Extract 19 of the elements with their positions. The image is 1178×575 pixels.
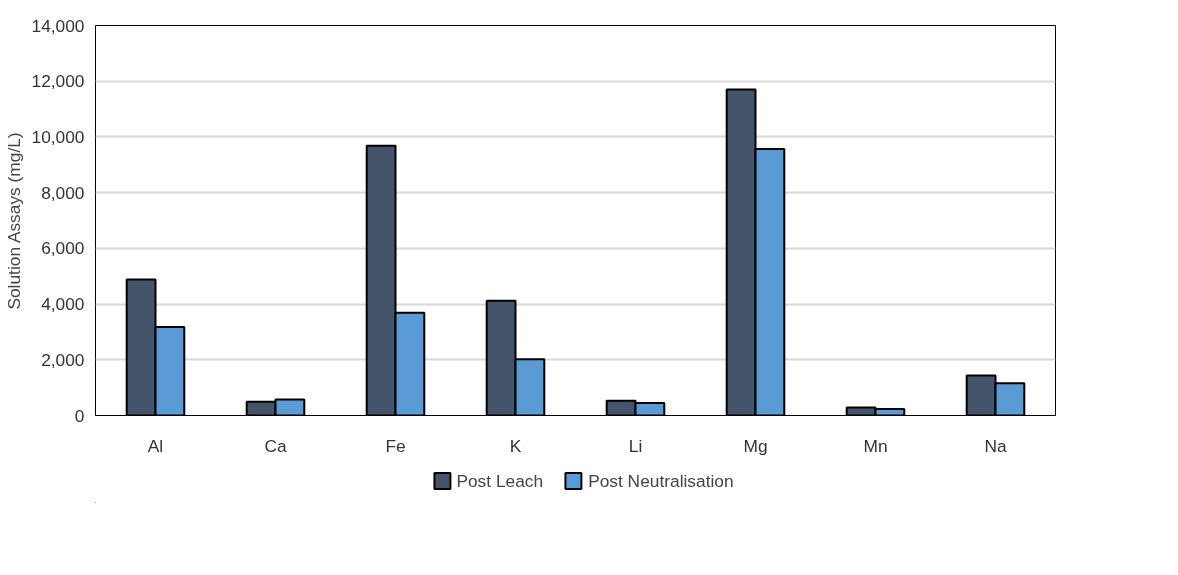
y-tick-label: 10,000 — [31, 126, 85, 147]
x-tick-label: Mn — [863, 435, 888, 456]
y-tick-label: 14,000 — [31, 15, 85, 36]
y-tick-label: 6,000 — [41, 238, 85, 259]
y-tick-label: 12,000 — [31, 71, 85, 92]
x-tick-label: Ca — [264, 435, 287, 456]
y-tick-label: 2,000 — [41, 349, 85, 370]
y-axis-title: Solution Assays (mg/L) — [3, 132, 24, 310]
x-tick-label: K — [509, 435, 522, 456]
legend-label: Post Neutralisation — [588, 470, 734, 491]
y-tick-label: 4,000 — [41, 294, 85, 315]
x-tick-label: Li — [628, 435, 643, 456]
legend-label: Post Leach — [456, 470, 544, 491]
y-tick-label: 0 — [74, 405, 85, 426]
y-tick-label: 8,000 — [41, 182, 85, 203]
x-tick-label: Al — [147, 435, 164, 456]
x-tick-label: Mg — [743, 435, 768, 456]
x-tick-label: Na — [984, 435, 1007, 456]
x-tick-label: Fe — [385, 435, 406, 456]
